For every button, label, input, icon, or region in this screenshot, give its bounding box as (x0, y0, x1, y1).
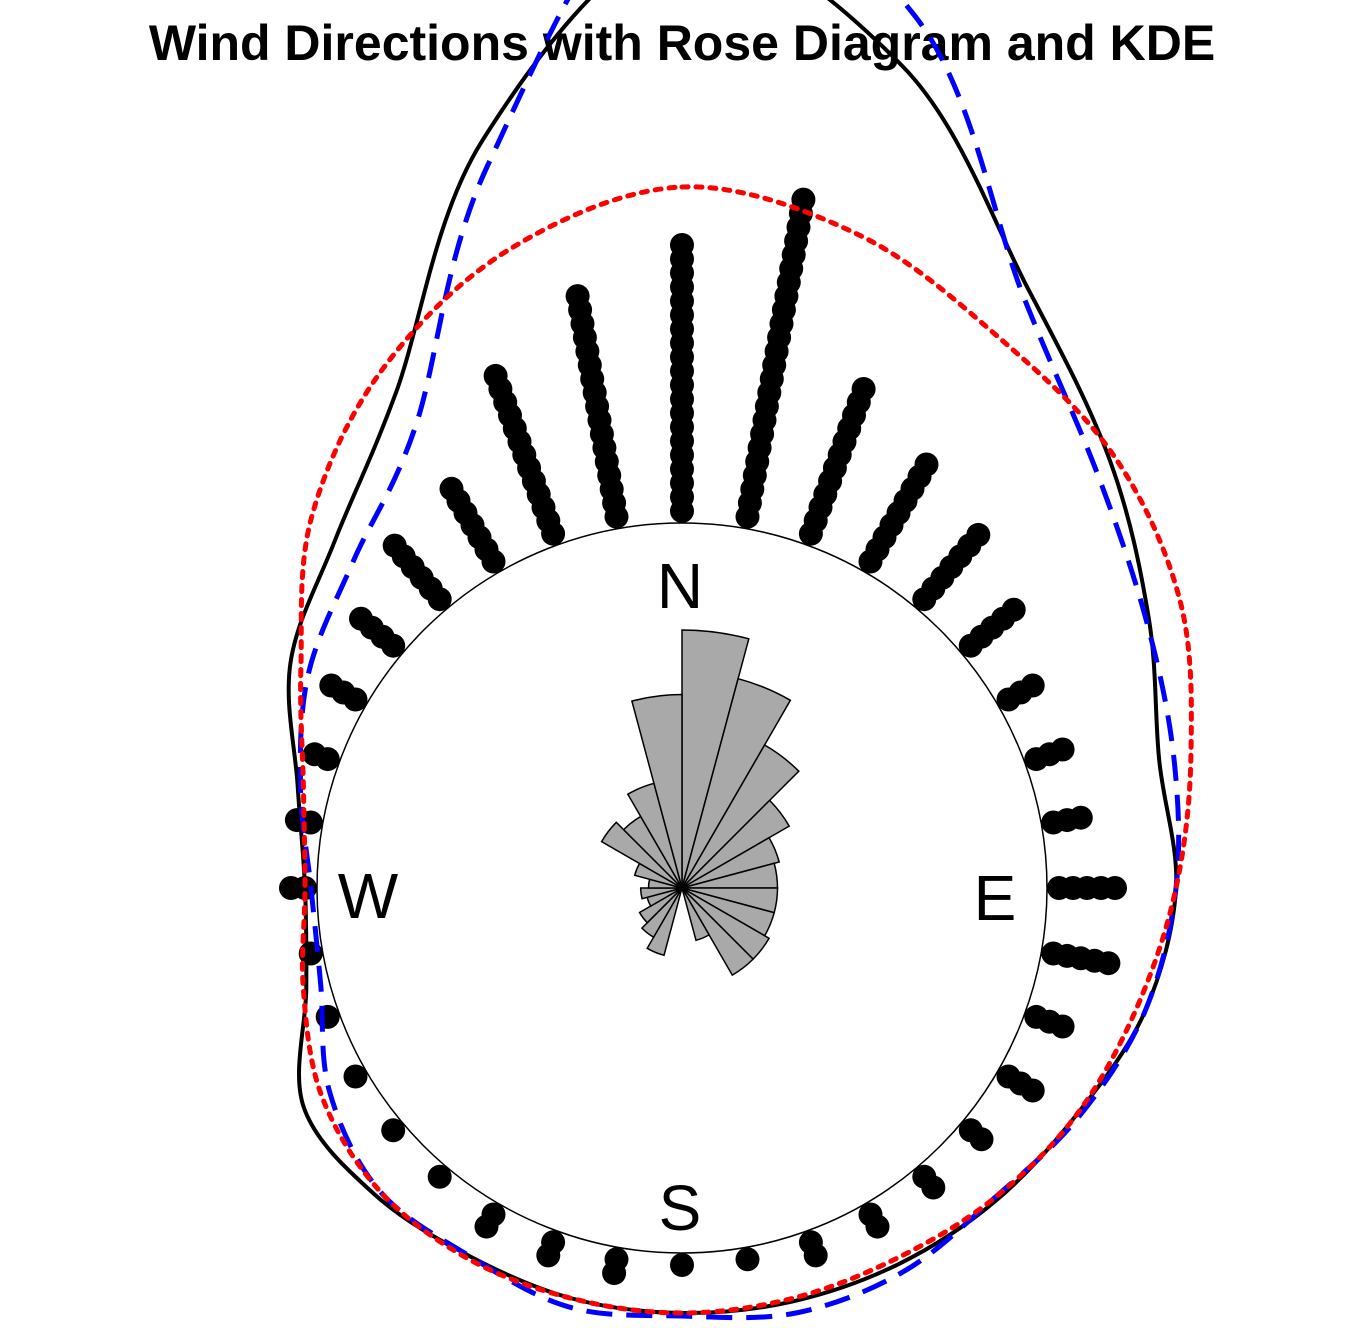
compass-label-east: E (974, 862, 1017, 934)
kde-curve-dotted (298, 184, 1194, 1316)
rose-wedge (638, 887, 683, 924)
rose-wedge (600, 821, 683, 889)
observation-point (381, 1118, 406, 1143)
observation-point (851, 377, 876, 401)
observation-point (319, 673, 344, 698)
observation-point (343, 1064, 368, 1089)
observation-point (670, 233, 694, 257)
rose-wedge (640, 887, 683, 939)
observation-point (1020, 1078, 1045, 1103)
observation-point (427, 1164, 452, 1189)
rose-wedge (630, 693, 683, 889)
observation-point (302, 742, 327, 767)
observation-point (670, 1253, 694, 1277)
rose-wedge (646, 887, 683, 957)
observation-point (279, 876, 303, 900)
observation-point (1050, 1014, 1075, 1039)
observation-point (1096, 951, 1121, 976)
observation-point (1103, 876, 1127, 900)
observation-point (966, 522, 991, 547)
rose-diagram (600, 629, 800, 977)
kde-curve-dashed (297, 0, 1182, 1321)
unit-circle (316, 522, 1048, 1254)
observation-point (735, 1247, 760, 1272)
observation-point (439, 476, 464, 501)
observation-point (1001, 597, 1026, 622)
rose-wedge (681, 799, 791, 889)
observation-point (921, 1175, 946, 1200)
rose-wedge (681, 836, 781, 889)
observation-points (279, 187, 1127, 1286)
observation-point (565, 284, 590, 309)
observation-point (914, 452, 939, 477)
observation-point (969, 1127, 994, 1152)
observation-point (382, 533, 407, 558)
rose-wedge (681, 743, 800, 889)
observation-point (536, 1243, 561, 1268)
observation-point (791, 187, 816, 212)
compass-label-south: S (659, 1172, 702, 1244)
observation-point (483, 363, 508, 388)
observation-point (315, 1004, 340, 1029)
observation-point (865, 1214, 890, 1239)
observation-point (349, 606, 373, 631)
compass-label-west: W (338, 860, 399, 932)
observation-point (1020, 673, 1045, 698)
kde-curves (286, 0, 1194, 1321)
compass-label-north: N (657, 550, 703, 622)
rose-wedge (681, 887, 755, 977)
rose-wedge (639, 887, 683, 900)
chart-title: Wind Directions with Rose Diagram and KD… (148, 15, 1216, 71)
observation-point (803, 1243, 828, 1268)
observation-point (1068, 805, 1093, 830)
observation-point (474, 1214, 499, 1239)
rose-wedge (681, 677, 792, 889)
rose-wedge (681, 887, 711, 942)
observation-point (602, 1261, 627, 1286)
observation-point (1050, 737, 1075, 762)
